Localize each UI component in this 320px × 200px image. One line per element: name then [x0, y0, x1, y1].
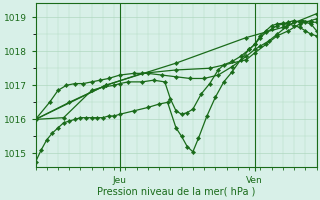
- X-axis label: Pression niveau de la mer( hPa ): Pression niveau de la mer( hPa ): [97, 187, 255, 197]
